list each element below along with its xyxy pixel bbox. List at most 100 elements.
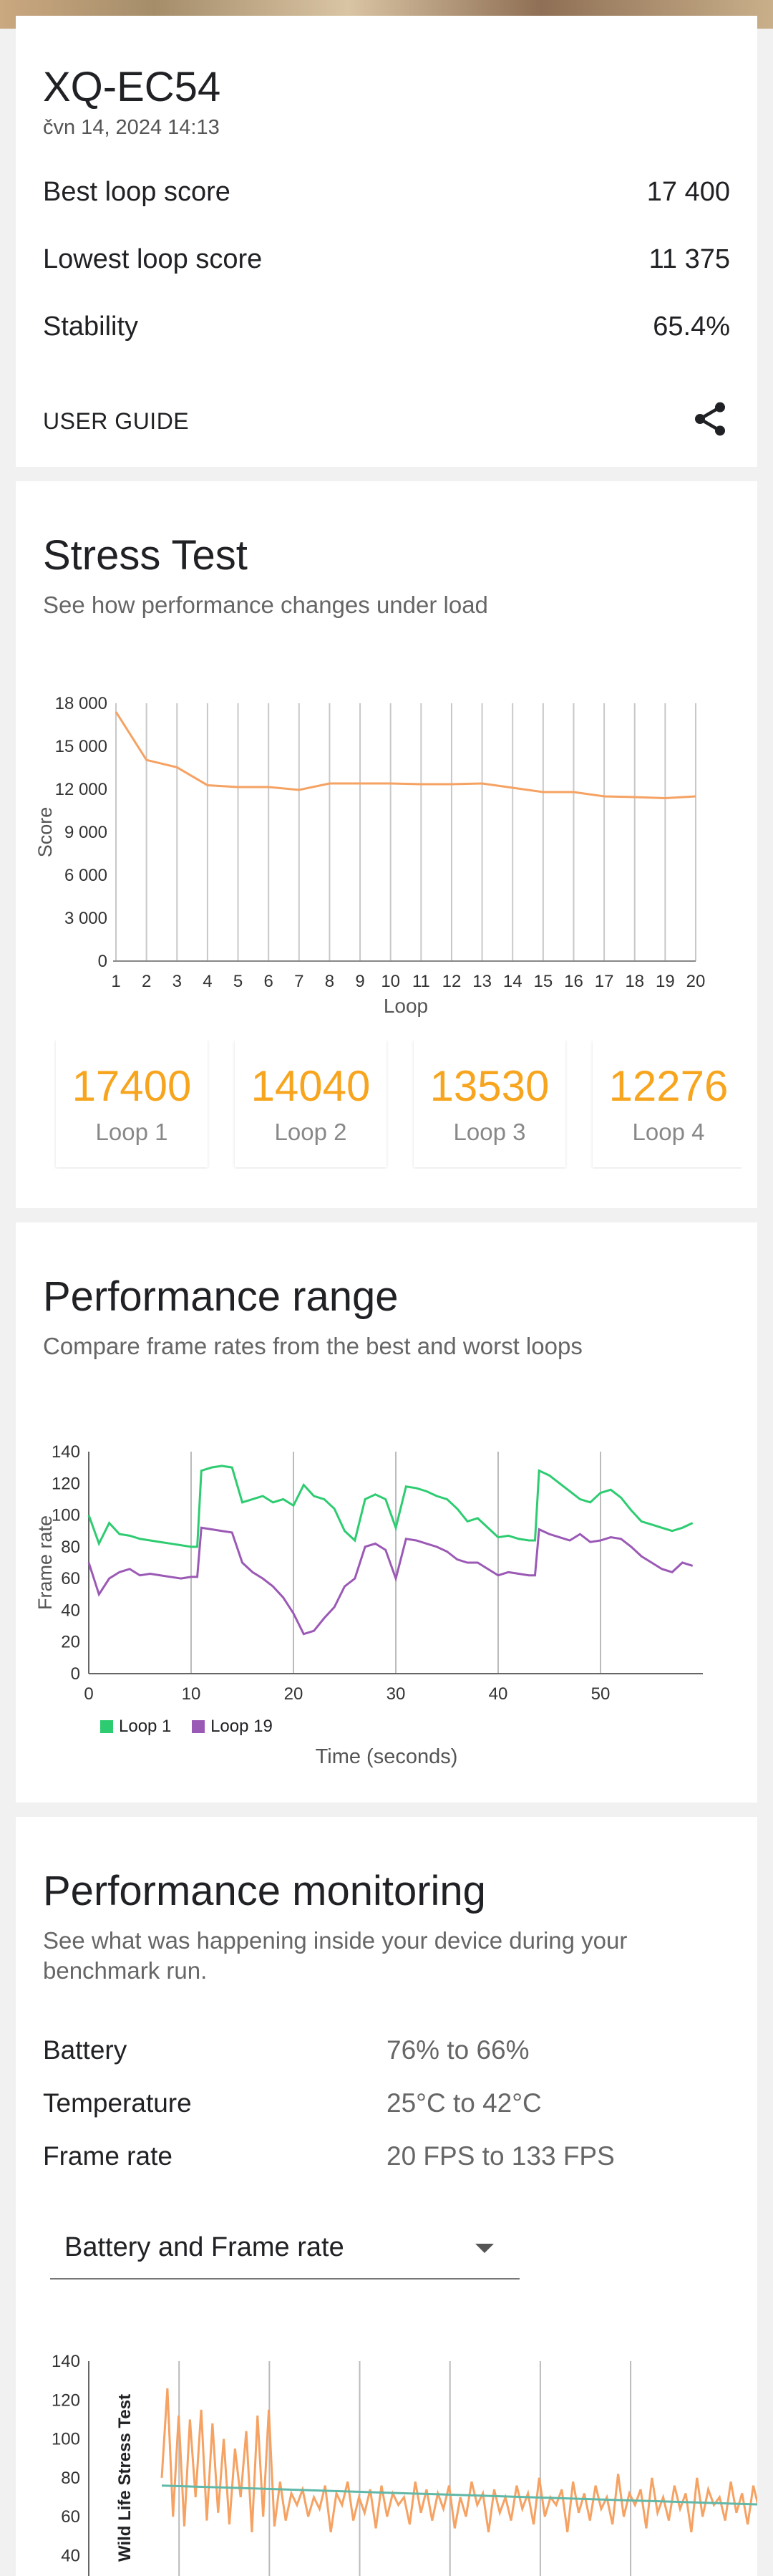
- metric-select-dropdown[interactable]: Battery and Frame rate: [50, 2218, 520, 2280]
- loop-score-list[interactable]: 17400 Loop 1 14040 Loop 2 13530 Loop 3 1…: [16, 1040, 742, 1169]
- x-tick-label: 17: [595, 972, 614, 991]
- x-axis-title: Time (seconds): [315, 1745, 458, 1768]
- user-guide-button[interactable]: USER GUIDE: [43, 408, 190, 434]
- x-tick-label: 7: [294, 972, 303, 991]
- legend-label: Loop 19: [210, 1717, 273, 1736]
- loop-score-tile[interactable]: 14040 Loop 2: [235, 1040, 386, 1167]
- loop-19-series-line: [87, 1526, 694, 1636]
- y-tick-label: 15 000: [55, 737, 107, 756]
- loop-score: 17400: [72, 1062, 192, 1110]
- y-tick-label: 20: [61, 1633, 80, 1652]
- loop-label: Loop 4: [632, 1119, 705, 1145]
- x-tick-label: 1: [111, 972, 120, 991]
- x-tick-label: 19: [656, 972, 675, 991]
- y-axis-title: Score: [34, 807, 56, 858]
- legend-label: Loop 1: [119, 1717, 172, 1736]
- y-tick-label: 40: [61, 1601, 80, 1620]
- loop-score-tile[interactable]: 12276 Loop 4: [593, 1040, 742, 1167]
- x-tick-label: 20: [284, 1684, 303, 1704]
- stability-value: 65.4%: [653, 312, 730, 342]
- temperature-row: Temperature 25°C to 42°C: [43, 2088, 730, 2124]
- score-series-line: [115, 711, 696, 800]
- y-tick-label: 3 000: [64, 909, 107, 928]
- y-tick-label: 0: [98, 952, 107, 971]
- performance-monitoring-title: Performance monitoring: [43, 1868, 486, 1914]
- battery-label: Battery: [43, 2035, 127, 2065]
- y-tick-label: 18 000: [55, 694, 107, 713]
- y-tick-label: 80: [61, 2469, 80, 2488]
- loop-label: Loop 3: [453, 1119, 526, 1145]
- loop-score-tile[interactable]: 13530 Loop 3: [414, 1040, 565, 1167]
- x-tick-label: 30: [386, 1684, 406, 1704]
- loop-label: Loop 2: [274, 1119, 347, 1145]
- y-tick-label: 140: [52, 1442, 80, 1462]
- y-tick-label: 120: [52, 2391, 80, 2410]
- battery-frame-rate-chart: 20406080100120140Wild Life Stress Test: [52, 2352, 757, 2576]
- x-tick-label: 40: [489, 1684, 508, 1704]
- frame-rate-series-line: [160, 2388, 757, 2533]
- performance-monitoring-card: Performance monitoring See what was happ…: [16, 1817, 757, 2576]
- frame-rate-label: Frame rate: [43, 2141, 172, 2171]
- best-loop-score-label: Best loop score: [43, 177, 230, 207]
- x-tick-label: 4: [203, 972, 212, 991]
- loop-score-tile[interactable]: 17400 Loop 1: [56, 1040, 208, 1167]
- temperature-label: Temperature: [43, 2088, 192, 2118]
- x-tick-label: 10: [381, 972, 400, 991]
- frame-rate-range-chart: 0 10 20 30 40 50 0 20 40 60 80 100 120 140 Frame rate: [34, 1442, 703, 1704]
- loop-score: 12276: [608, 1062, 729, 1110]
- y-tick-label: 60: [61, 1569, 80, 1588]
- x-tick-label: 20: [686, 972, 706, 991]
- y-tick-label: 12 000: [55, 780, 107, 799]
- stress-test-title: Stress Test: [43, 532, 248, 579]
- legend-swatch: [100, 1720, 113, 1733]
- best-loop-score-value: 17 400: [646, 177, 730, 207]
- y-tick-label: 6 000: [64, 866, 107, 885]
- legend-item-loop-1: Loop 1: [100, 1717, 171, 1737]
- x-tick-label: 2: [142, 972, 151, 991]
- y-tick-label: 80: [61, 1538, 80, 1557]
- y-axis-title: Frame rate: [34, 1515, 56, 1610]
- battery-series-line: [161, 2484, 757, 2506]
- x-tick-label: 50: [591, 1684, 611, 1704]
- y-tick-label: 60: [61, 2507, 80, 2527]
- loop-1-series-line: [87, 1465, 694, 1548]
- caret-down-icon: [475, 2244, 494, 2253]
- x-tick-label: 18: [625, 972, 644, 991]
- y-tick-label: 100: [52, 1506, 80, 1525]
- x-tick-label: 0: [84, 1684, 93, 1704]
- device-name: XQ-EC54: [43, 64, 221, 110]
- loop-label: Loop 1: [95, 1119, 168, 1145]
- performance-range-card: Performance range Compare frame rates fr…: [16, 1222, 757, 1803]
- y-tick-label: 40: [61, 2546, 80, 2565]
- x-tick-label: 8: [325, 972, 334, 991]
- lowest-loop-score-row: Lowest loop score 11 375: [43, 244, 730, 280]
- performance-range-title: Performance range: [43, 1273, 399, 1320]
- loop-score: 13530: [429, 1062, 550, 1110]
- x-tick-label: 12: [442, 972, 462, 991]
- y-tick-label: 140: [52, 2352, 80, 2371]
- battery-value: 76% to 66%: [386, 2035, 530, 2065]
- y-tick-label: 120: [52, 1474, 80, 1493]
- x-tick-label: 11: [412, 972, 430, 991]
- battery-row: Battery 76% to 66%: [43, 2035, 730, 2071]
- best-loop-score-row: Best loop score 17 400: [43, 177, 730, 213]
- y-axis-title: Wild Life Stress Test: [115, 2394, 135, 2562]
- x-tick-label: 15: [533, 972, 553, 991]
- x-tick-label: 3: [172, 972, 182, 991]
- performance-range-subtitle: Compare frame rates from the best and wo…: [43, 1333, 583, 1359]
- x-tick-label: 5: [233, 972, 243, 991]
- y-tick-label: 0: [71, 1664, 80, 1684]
- stability-label: Stability: [43, 312, 139, 342]
- stability-row: Stability 65.4%: [43, 312, 730, 347]
- x-tick-label: 6: [263, 972, 273, 991]
- x-tick-label: 13: [472, 972, 492, 991]
- performance-monitoring-subtitle: See what was happening inside your devic…: [43, 1927, 628, 1984]
- share-icon[interactable]: [690, 399, 730, 439]
- test-date: čvn 14, 2024 14:13: [43, 116, 220, 139]
- loop-score: 14040: [251, 1062, 371, 1110]
- lowest-loop-score-label: Lowest loop score: [43, 244, 263, 274]
- x-tick-label: 10: [182, 1684, 201, 1704]
- frame-rate-row: Frame rate 20 FPS to 133 FPS: [43, 2141, 730, 2177]
- y-tick-label: 9 000: [64, 823, 107, 842]
